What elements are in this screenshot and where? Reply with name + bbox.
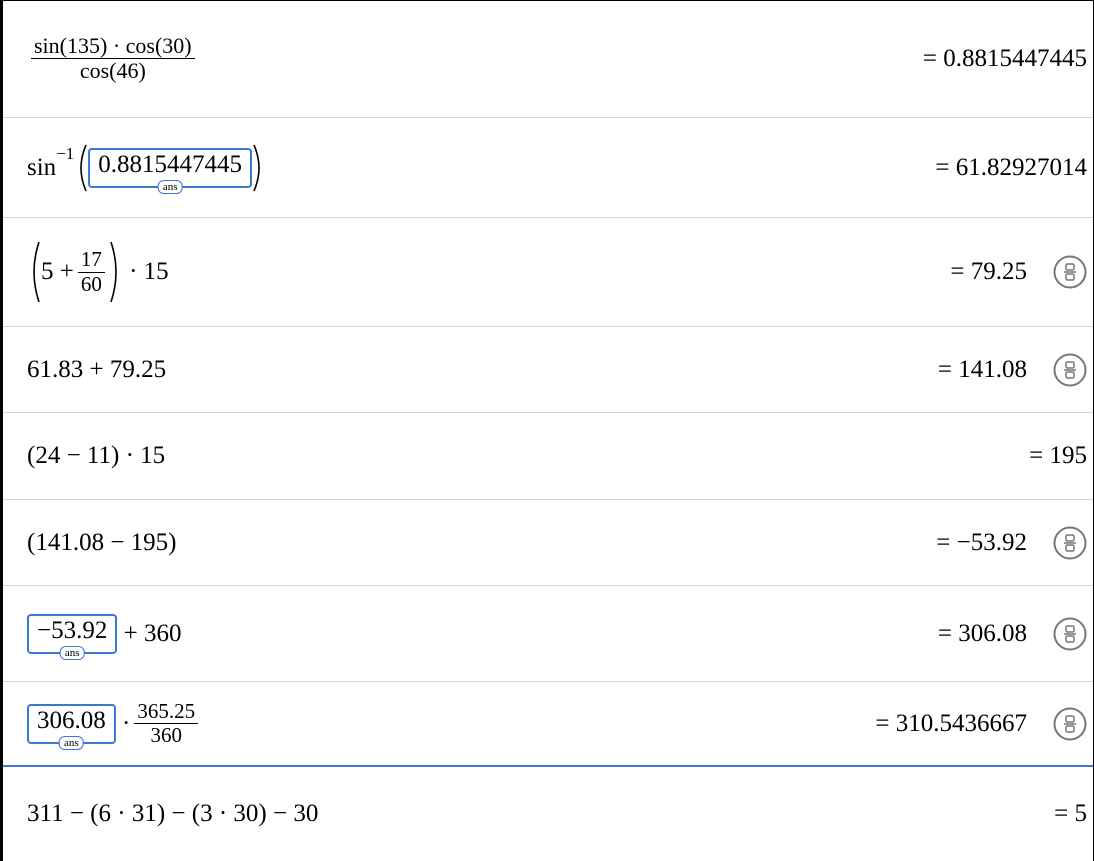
result: = 195: [1029, 442, 1087, 469]
expression-text: 311 − (6 · 31) − (3 · 30) − 30: [27, 800, 319, 827]
fraction-toggle[interactable]: [1053, 353, 1087, 387]
expression: 311 − (6 · 31) − (3 · 30) − 30: [27, 800, 318, 828]
numerator: 365.25: [134, 699, 199, 724]
tail: + 360: [117, 619, 182, 648]
tail-text: + 360: [123, 619, 182, 647]
expression: 5 + 17 60 · 15: [27, 240, 169, 304]
result: = 0.8815447445: [922, 44, 1087, 72]
ans-value: 306.08: [37, 706, 106, 734]
expression: −53.92 ans + 360: [27, 613, 182, 660]
ans-tag: ans: [59, 735, 84, 750]
denominator: 60: [80, 271, 102, 296]
expression: sin −1 0.8815447445 ans: [27, 143, 266, 194]
row[interactable]: −53.92 ans + 360 = 306.08: [3, 586, 1093, 682]
row[interactable]: sin −1 0.8815447445 ans = 61.82927014: [3, 118, 1093, 218]
row[interactable]: (141.08 − 195) = −53.92: [3, 500, 1093, 586]
result: = −53.92: [936, 528, 1027, 556]
row[interactable]: 311 − (6 · 31) − (3 · 30) − 30 = 5: [3, 765, 1093, 861]
expression: sin(135) · cos(30) cos(46): [27, 33, 199, 83]
fraction-toggle[interactable]: [1053, 707, 1087, 741]
row[interactable]: 61.83 + 79.25 = 141.08: [3, 327, 1093, 413]
denominator: cos(46): [79, 58, 146, 83]
expression: (141.08 − 195): [27, 529, 177, 557]
row[interactable]: 306.08 ans · 365.25 360 = 310.5436667: [3, 682, 1093, 765]
ans-box[interactable]: 306.08 ans: [27, 703, 116, 750]
expression-text: 61.83 + 79.25: [27, 355, 167, 383]
numerator: 17: [77, 248, 105, 273]
exponent: −1: [56, 143, 75, 163]
ans-value: −53.92: [37, 616, 108, 644]
function: sin: [27, 153, 57, 181]
fraction-toggle[interactable]: [1053, 526, 1087, 560]
row[interactable]: (24 − 11) · 15 = 195: [3, 413, 1093, 500]
ans-tag: ans: [59, 645, 85, 660]
fraction-toggle[interactable]: [1053, 255, 1087, 289]
expression: 306.08 ans · 365.25 360: [27, 699, 202, 750]
tail-text: · 15: [129, 258, 169, 285]
row[interactable]: sin(135) · cos(30) cos(46) = 0.8815447445: [3, 0, 1093, 118]
result: = 306.08: [937, 619, 1027, 647]
denominator: 360: [150, 723, 182, 747]
row[interactable]: 5 + 17 60 · 15 = 79.25: [3, 218, 1093, 327]
result: = 310.5436667: [875, 709, 1027, 737]
paren: [110, 241, 117, 303]
paren: [253, 144, 260, 191]
lead: 5 +: [41, 258, 74, 285]
tail: · 15: [123, 258, 169, 286]
ans-tag: ans: [157, 179, 183, 194]
ans-value: 0.8815447445: [98, 150, 243, 178]
result: = 5: [1054, 800, 1087, 827]
expression-text: (24 − 11) · 15: [27, 442, 166, 469]
tail: ·: [116, 709, 131, 738]
fraction-toggle[interactable]: [1053, 617, 1087, 651]
result: = 61.82927014: [935, 153, 1087, 181]
expression-text: (141.08 − 195): [27, 528, 177, 556]
result: = 141.08: [937, 355, 1027, 383]
ans-box[interactable]: 0.8815447445 ans: [88, 147, 253, 194]
expression: 61.83 + 79.25: [27, 356, 166, 384]
paren: [33, 241, 40, 303]
numerator: sin(135) · cos(30): [31, 33, 195, 59]
result: = 79.25: [950, 258, 1027, 285]
paren: [80, 144, 88, 191]
expression: (24 − 11) · 15: [27, 442, 165, 470]
tail-text: ·: [122, 709, 131, 737]
ans-box[interactable]: −53.92 ans: [27, 613, 118, 660]
